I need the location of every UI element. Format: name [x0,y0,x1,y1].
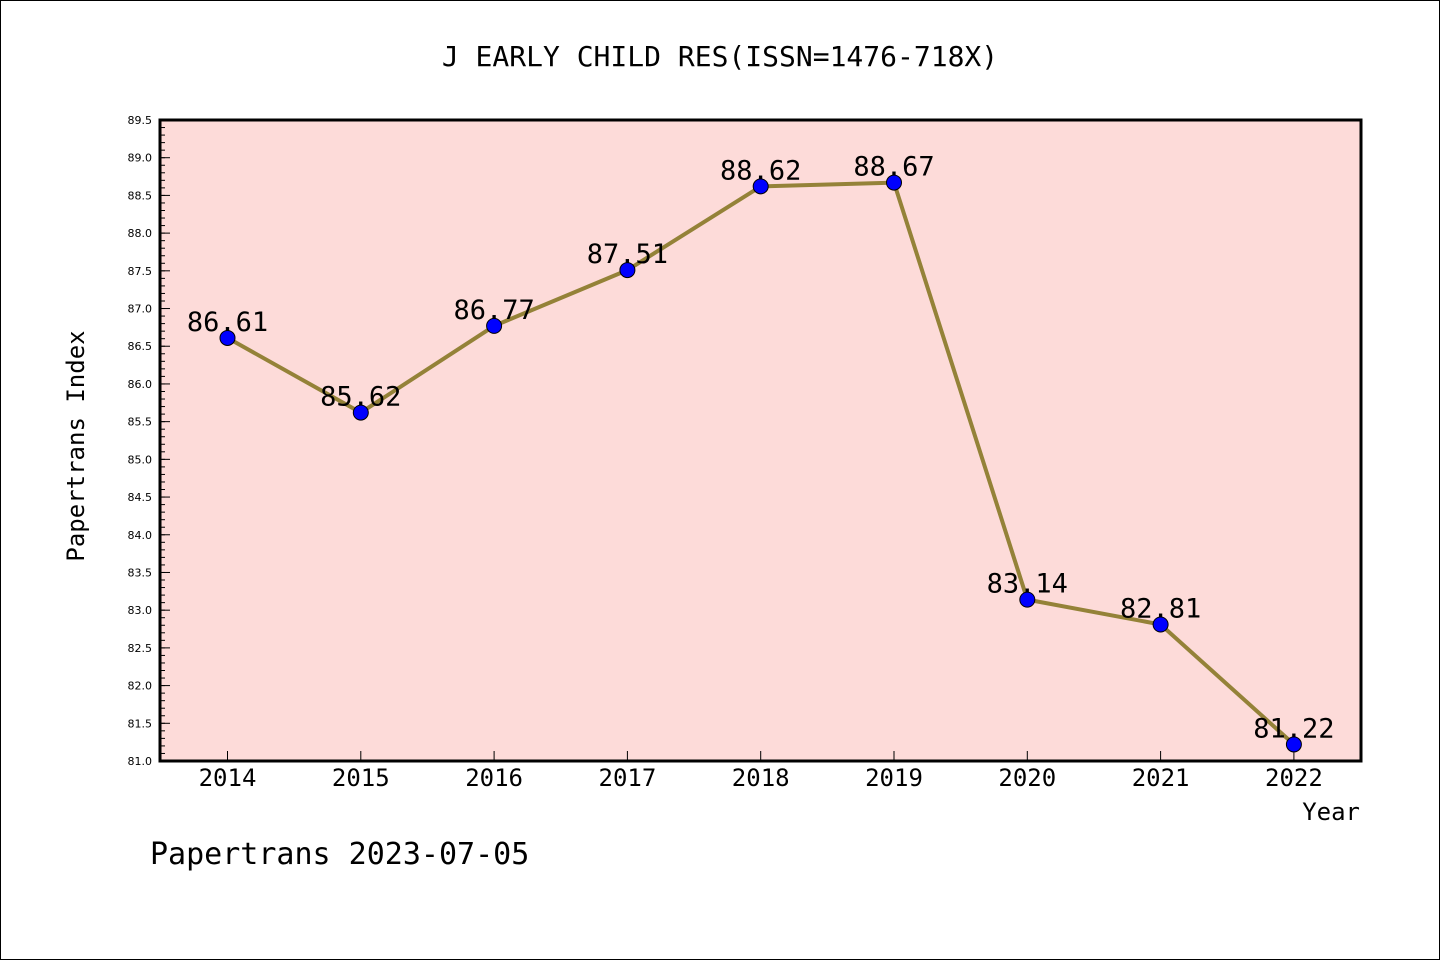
plot-area [158,118,1363,763]
y-tick-label: 83.0 [128,604,153,617]
x-tick-label: 2014 [199,764,257,792]
data-label: 83.14 [987,569,1068,600]
data-label: 82.81 [1120,594,1201,625]
y-tick-label: 82.0 [128,680,153,693]
data-point [486,317,503,334]
y-tick-label: 88.5 [128,189,153,202]
data-point [1285,736,1302,753]
data-point [352,404,369,421]
y-tick-label: 81.0 [128,755,153,768]
data-label: 86.77 [453,295,534,326]
y-tick-label: 86.5 [128,340,153,353]
y-tick-label: 87.0 [128,303,153,316]
y-tick-label: 85.5 [128,416,153,429]
data-point [1152,616,1169,633]
y-tick-label: 82.5 [128,642,153,655]
data-label: 88.67 [853,152,934,183]
chart-title: J EARLY CHILD RES(ISSN=1476-718X) [442,40,998,73]
data-label: 87.51 [587,239,668,270]
y-tick-label: 84.0 [128,529,153,542]
x-tick-label: 2016 [465,764,523,792]
y-tick-label: 81.5 [128,717,153,730]
x-tick-label: 2019 [865,764,923,792]
y-tick-label: 84.5 [128,491,153,504]
data-label: 85.62 [320,382,401,413]
data-point [219,329,236,346]
y-tick-label: 85.0 [128,453,153,466]
x-tick-label: 2020 [998,764,1056,792]
data-point [752,178,769,195]
x-tick-label: 2022 [1265,764,1323,792]
y-axis-ticks: 81.0 81.5 82.0 82.5 83.0 83.5 84.0 84.5 85.0 85.5… [128,114,170,768]
data-point [1019,591,1036,608]
y-tick-label: 89.5 [128,114,153,127]
x-axis-ticks: 2014 2015 2016 2017 2018 2019 2020 2021 2022 [199,751,1323,792]
x-tick-label: 2018 [732,764,790,792]
data-label: 86.61 [187,307,268,338]
x-tick-label: 2017 [599,764,657,792]
data-point [886,174,902,191]
y-tick-label: 88.0 [128,227,153,240]
footer-text: Papertrans 2023-07-05 [150,837,529,872]
data-labels: 86.61 85.62 86.77 87.51 88.62 88.67 83.14 82.81… [187,152,1335,745]
y-tick-label: 86.0 [128,378,153,391]
y-tick-label: 89.0 [128,152,153,165]
data-markers [219,174,1302,753]
data-point [619,262,636,279]
data-label: 81.22 [1253,713,1334,744]
x-tick-label: 2021 [1132,764,1190,792]
data-label: 88.62 [720,155,801,186]
y-tick-label: 87.5 [128,265,153,278]
y-tick-label: 83.5 [128,566,153,579]
x-tick-label: 2015 [332,764,390,792]
x-axis-label: Year [1302,798,1360,826]
y-axis-label: Papertrans Index [62,330,90,561]
